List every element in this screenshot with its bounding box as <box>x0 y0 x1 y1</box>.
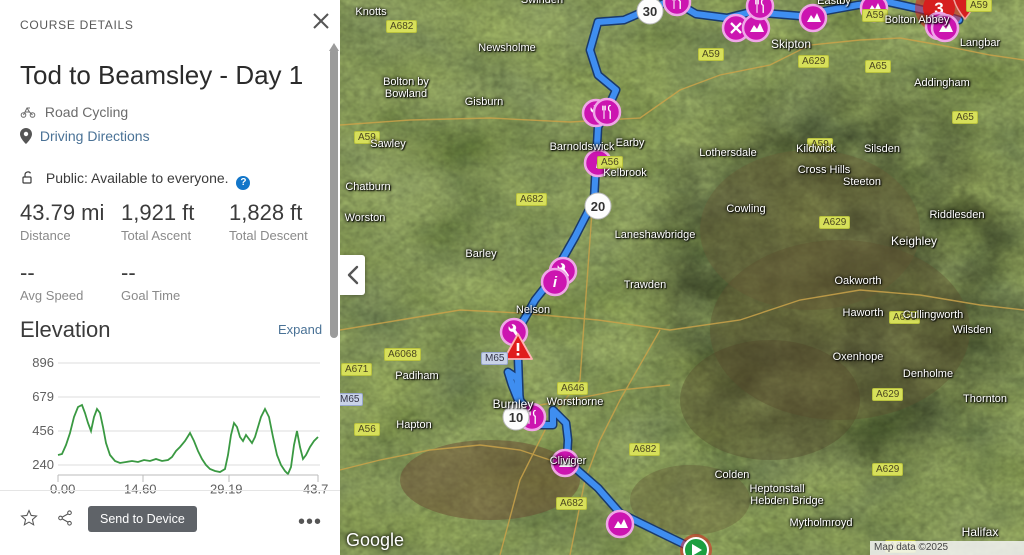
svg-text:20: 20 <box>591 199 605 214</box>
svg-text:896: 896 <box>32 355 54 370</box>
svg-text:30: 30 <box>643 4 657 19</box>
svg-text:456: 456 <box>32 423 54 438</box>
svg-text:10: 10 <box>509 410 523 425</box>
svg-text:240: 240 <box>32 457 54 472</box>
svg-text:679: 679 <box>32 389 54 404</box>
